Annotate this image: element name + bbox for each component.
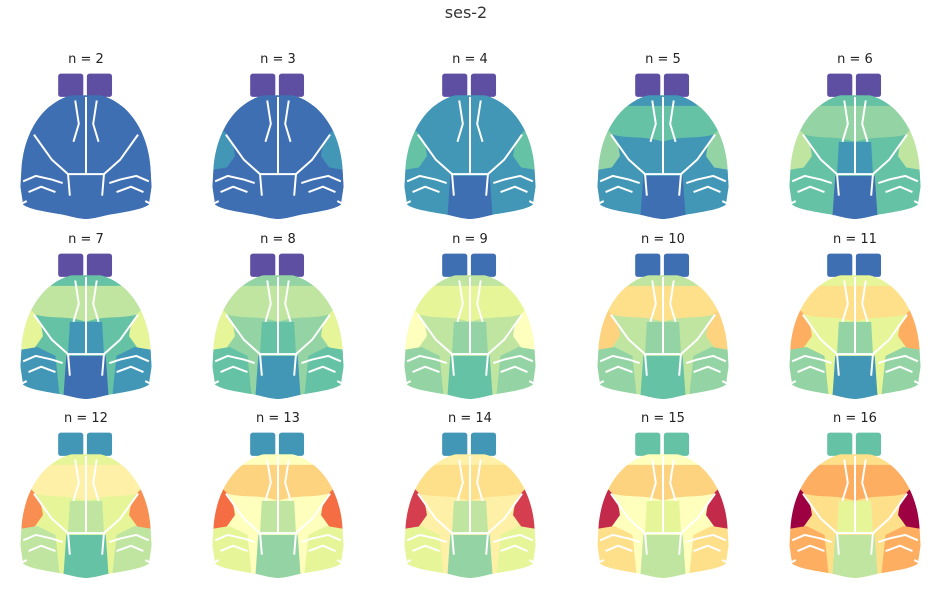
- olfactory-bulb-left: [58, 73, 84, 97]
- olfactory-bulb-left: [635, 253, 661, 277]
- brain-panel: n = 14: [392, 411, 548, 587]
- olfactory-bulb-right: [663, 253, 690, 277]
- olfactory-bulb-left: [635, 432, 661, 456]
- olfactory-bulb-left: [250, 432, 276, 456]
- panel-title: n = 14: [448, 411, 492, 426]
- brain-map: [788, 432, 922, 579]
- panel-title: n = 8: [260, 232, 296, 247]
- brain-map: [211, 253, 345, 400]
- olfactory-bulb-left: [58, 253, 84, 277]
- olfactory-bulb-right: [278, 432, 305, 456]
- panel-title: n = 16: [833, 411, 877, 426]
- brain-panel: n = 7: [8, 232, 164, 408]
- brain-panel: n = 10: [585, 232, 741, 408]
- area-boundaries: [211, 96, 345, 206]
- panel-title: n = 13: [256, 411, 300, 426]
- figure-title: ses-2: [444, 3, 488, 22]
- panel-title: n = 11: [833, 232, 877, 247]
- olfactory-bulb-left: [250, 73, 276, 97]
- olfactory-bulb-right: [470, 73, 497, 97]
- olfactory-bulb-right: [470, 432, 497, 456]
- brain-panel: n = 11: [777, 232, 932, 408]
- panel-title: n = 2: [68, 52, 104, 67]
- area-boundaries: [596, 276, 730, 386]
- olfactory-bulb-left: [827, 73, 853, 97]
- panel-title: n = 10: [641, 232, 685, 247]
- brain-panel: n = 2: [8, 52, 164, 228]
- olfactory-bulb-right: [278, 73, 305, 97]
- brain-panel: n = 15: [585, 411, 741, 587]
- panel-title: n = 12: [64, 411, 108, 426]
- area-boundaries: [211, 455, 345, 565]
- area-boundaries: [403, 455, 537, 565]
- panel-title: n = 15: [641, 411, 685, 426]
- olfactory-bulb-left: [827, 253, 853, 277]
- brain-panel: n = 6: [777, 52, 932, 228]
- olfactory-bulb-left: [827, 432, 853, 456]
- brain-map: [19, 253, 153, 400]
- panel-title: n = 3: [260, 52, 296, 67]
- brain-map: [788, 73, 922, 220]
- olfactory-bulb-right: [855, 253, 882, 277]
- brain-panel: n = 9: [392, 232, 548, 408]
- olfactory-bulb-left: [250, 253, 276, 277]
- brain-map: [403, 253, 537, 400]
- brain-panel: n = 13: [200, 411, 356, 587]
- area-boundaries: [596, 96, 730, 206]
- brain-panel: n = 12: [8, 411, 164, 587]
- brain-panel: n = 3: [200, 52, 356, 228]
- brain-map: [403, 432, 537, 579]
- olfactory-bulb-right: [663, 73, 690, 97]
- brain-map: [403, 73, 537, 220]
- area-boundaries: [788, 96, 922, 206]
- brain-map: [211, 432, 345, 579]
- brain-map: [19, 432, 153, 579]
- area-boundaries: [19, 96, 153, 206]
- brain-map: [211, 73, 345, 220]
- olfactory-bulb-left: [442, 73, 468, 97]
- olfactory-bulb-right: [86, 73, 113, 97]
- area-boundaries: [403, 276, 537, 386]
- brain-panel: n = 5: [585, 52, 741, 228]
- area-boundaries: [19, 276, 153, 386]
- olfactory-bulb-left: [442, 432, 468, 456]
- brain-map: [596, 432, 730, 579]
- brain-map: [596, 73, 730, 220]
- brain-map: [19, 73, 153, 220]
- brain-map: [788, 253, 922, 400]
- olfactory-bulb-left: [58, 432, 84, 456]
- panel-title: n = 6: [837, 52, 873, 67]
- olfactory-bulb-right: [855, 432, 882, 456]
- brain-map: [596, 253, 730, 400]
- panel-title: n = 7: [68, 232, 104, 247]
- area-boundaries: [596, 455, 730, 565]
- panel-title: n = 4: [452, 52, 488, 67]
- brain-panel: n = 4: [392, 52, 548, 228]
- olfactory-bulb-right: [278, 253, 305, 277]
- area-boundaries: [788, 276, 922, 386]
- olfactory-bulb-left: [442, 253, 468, 277]
- panel-title: n = 9: [452, 232, 488, 247]
- olfactory-bulb-right: [663, 432, 690, 456]
- area-boundaries: [211, 276, 345, 386]
- panel-title: n = 5: [645, 52, 681, 67]
- area-boundaries: [19, 455, 153, 565]
- area-boundaries: [788, 455, 922, 565]
- area-boundaries: [403, 96, 537, 206]
- olfactory-bulb-right: [470, 253, 497, 277]
- brain-panel: n = 8: [200, 232, 356, 408]
- olfactory-bulb-left: [635, 73, 661, 97]
- olfactory-bulb-right: [86, 253, 113, 277]
- olfactory-bulb-right: [855, 73, 882, 97]
- brain-panel: n = 16: [777, 411, 932, 587]
- olfactory-bulb-right: [86, 432, 113, 456]
